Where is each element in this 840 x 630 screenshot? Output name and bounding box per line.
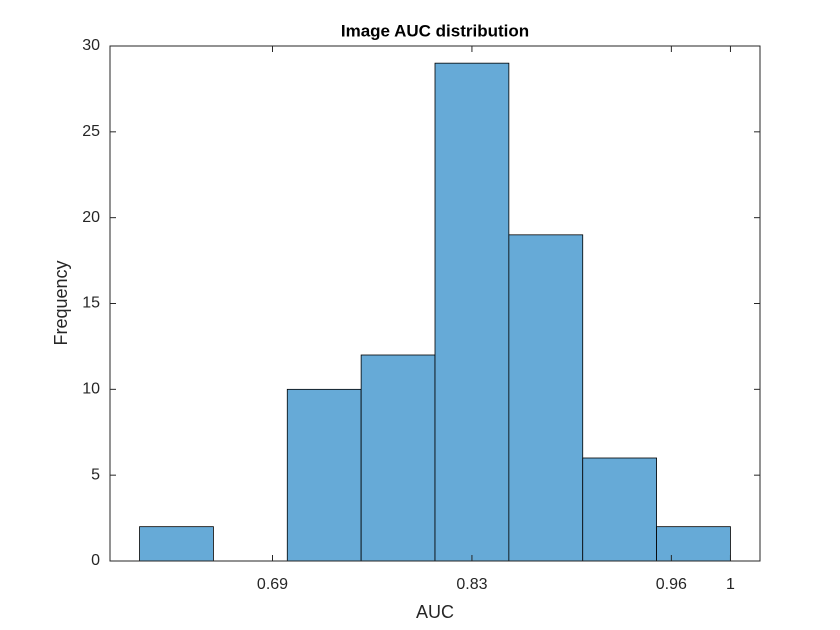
y-tick-label: 15 bbox=[82, 295, 100, 312]
y-tick-label: 25 bbox=[82, 123, 100, 140]
x-tick-label: 1 bbox=[726, 576, 735, 593]
bar bbox=[582, 457, 657, 562]
x-tick-label: 0.83 bbox=[456, 576, 487, 593]
bar bbox=[360, 354, 436, 562]
bar bbox=[656, 526, 731, 562]
y-tick-label: 20 bbox=[82, 209, 100, 226]
x-tick-label: 0.69 bbox=[257, 576, 288, 593]
x-axis-label: AUC bbox=[416, 602, 454, 622]
y-tick-label: 30 bbox=[82, 37, 100, 54]
y-tick-label: 5 bbox=[91, 466, 100, 483]
chart-title: Image AUC distribution bbox=[341, 21, 529, 40]
bar bbox=[286, 388, 362, 562]
y-axis-label: Frequency bbox=[51, 260, 71, 345]
y-tick-label: 0 bbox=[91, 552, 100, 569]
x-tick-label: 0.96 bbox=[656, 576, 687, 593]
bar bbox=[434, 62, 510, 562]
bar bbox=[139, 526, 214, 562]
bar bbox=[508, 234, 584, 562]
y-tick-label: 10 bbox=[82, 381, 100, 398]
marks bbox=[139, 62, 731, 562]
